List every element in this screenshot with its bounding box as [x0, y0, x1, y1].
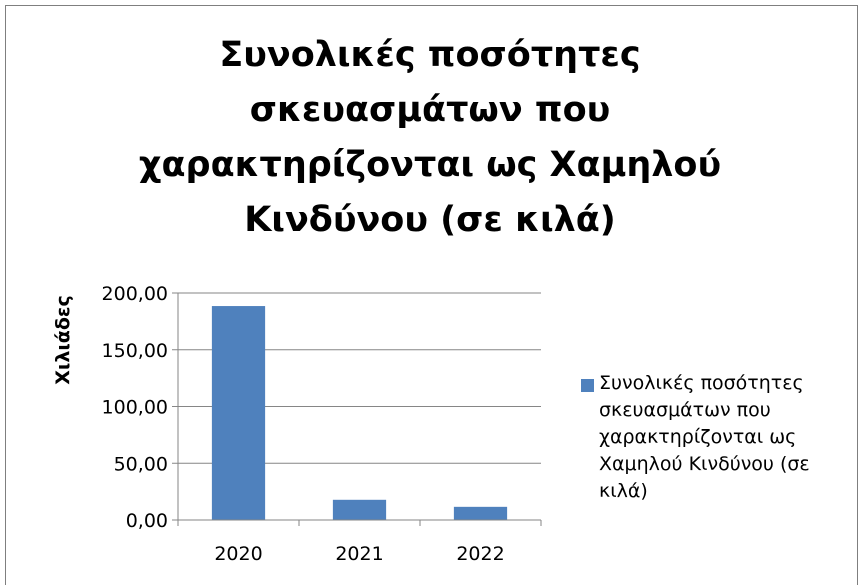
bars	[211, 306, 508, 520]
bar-2022	[453, 506, 508, 520]
y-tick-label: 100,00	[102, 397, 168, 419]
y-axis-label: Χιλιάδες	[52, 295, 74, 384]
x-tick-labels: 2020 2021 2022	[214, 543, 504, 565]
chart-title: Συνολικές ποσότητες σκευασμάτων που χαρα…	[138, 35, 722, 240]
y-tick-label: 50,00	[114, 453, 168, 475]
legend-swatch	[581, 379, 594, 392]
legend-label: Συνολικές ποσότητες σκευασμάτων που χαρα…	[599, 372, 810, 502]
chart-frame	[5, 5, 858, 585]
x-tick-label: 2020	[214, 543, 262, 565]
bar-2021	[332, 499, 387, 520]
y-tick-label: 0,00	[126, 510, 168, 532]
axes	[172, 292, 542, 526]
y-tick-label: 150,00	[102, 340, 168, 362]
x-tick-label: 2022	[456, 543, 504, 565]
y-tick-label: 200,00	[102, 283, 168, 305]
bar-2020	[211, 306, 266, 520]
x-tick-label: 2021	[335, 543, 383, 565]
y-tick-labels: 0,00 50,00 100,00 150,00 200,00	[102, 283, 168, 532]
